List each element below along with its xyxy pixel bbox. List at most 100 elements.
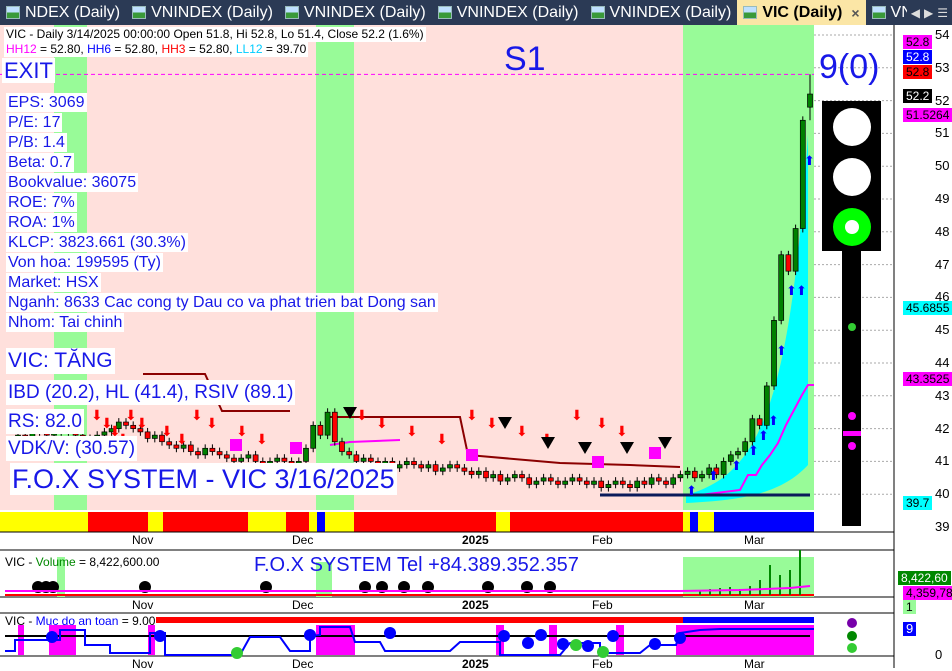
candle-body <box>547 477 554 482</box>
tab-2[interactable]: VNINDEX (Daily) <box>279 0 432 25</box>
candle-body <box>439 467 446 472</box>
date-tick: Nov <box>132 533 154 547</box>
price-tick: 46 <box>935 289 950 305</box>
candle-body <box>591 480 597 485</box>
candle-body <box>555 480 561 485</box>
candle-body <box>504 477 511 482</box>
date-tick: Mar <box>744 657 765 671</box>
safety-title-value: = 9.00 <box>118 614 156 628</box>
signal-band-segment <box>683 512 690 532</box>
down-triangle-icon <box>498 417 512 429</box>
candle-body <box>799 119 806 229</box>
tab-0[interactable]: NDEX (Daily) <box>0 0 126 25</box>
tab-nav[interactable]: ◀ ▶ ☰ <box>906 0 952 25</box>
candle-body <box>245 454 252 459</box>
tab-label: NDEX (Daily) <box>25 3 121 21</box>
signal-band-segment <box>309 512 317 532</box>
price-tag: 52.8 <box>903 50 933 64</box>
price-tag: 43.3525 <box>903 372 952 386</box>
magenta-square-icon <box>649 447 661 459</box>
sell-arrow-icon: ⬇ <box>125 407 137 423</box>
price-tick: 49 <box>935 191 950 206</box>
fundamental-item: ROA: 1% <box>6 213 77 232</box>
candle-body <box>727 454 734 462</box>
candle-body <box>562 480 569 485</box>
tab-5[interactable]: VIC (Daily) × <box>737 0 866 25</box>
price-tag: 51.5264 <box>903 108 952 122</box>
signal-band-segment <box>248 512 286 532</box>
tab-4[interactable]: VNINDEX (Daily) <box>585 0 738 25</box>
rs-label: RS: 82.0 <box>6 409 84 434</box>
bar-icon <box>843 431 861 436</box>
safety-zone <box>316 625 355 655</box>
signal-band-segment <box>148 512 163 532</box>
fundamental-item: Nganh: 8633 Cac cong ty Dau co va phat t… <box>6 293 438 312</box>
signal-band-segment <box>496 512 510 532</box>
candle-body <box>339 441 345 452</box>
price-tag: 52.8 <box>903 65 933 79</box>
safety-axis-zero: 0 <box>935 647 943 662</box>
light-center <box>845 220 859 234</box>
down-triangle-icon <box>658 437 672 449</box>
traffic-light-pole <box>842 251 861 526</box>
candle-body <box>123 421 129 426</box>
signal-band-segment <box>690 512 698 532</box>
tab-3[interactable]: VNINDEX (Daily) <box>432 0 585 25</box>
candle-body <box>432 464 439 472</box>
safety-dot-icon <box>557 638 569 650</box>
chevron-left-icon[interactable]: ◀ <box>910 5 920 20</box>
candle-body <box>763 385 770 426</box>
candle-body <box>367 457 374 462</box>
date-tick: Feb <box>592 533 613 547</box>
sell-arrow-icon: ⬇ <box>91 407 103 423</box>
sell-arrow-icon: ⬇ <box>516 423 528 439</box>
status-dot-icon <box>847 631 857 641</box>
chart-icon <box>132 6 147 19</box>
candle-body <box>742 441 749 452</box>
candle-body <box>346 451 353 456</box>
candle-body <box>223 454 230 459</box>
candle-body <box>792 228 799 272</box>
sell-arrow-icon: ⬇ <box>616 423 628 439</box>
date-tick: 2025 <box>462 598 489 612</box>
candle-body <box>403 461 410 466</box>
price-tick: 39 <box>935 519 950 534</box>
safety-line <box>5 626 814 656</box>
trailing-stop-line <box>699 384 814 496</box>
signal-band-segment <box>0 512 88 532</box>
date-tick: Mar <box>744 598 765 612</box>
candle-body <box>627 484 633 488</box>
fundamental-item: Market: HSX <box>6 273 101 292</box>
volume-title-symbol: VIC - <box>5 555 36 569</box>
safety-dot-green-icon <box>570 639 582 651</box>
menu-icon[interactable]: ☰ <box>937 5 948 20</box>
chart-icon <box>871 6 886 19</box>
candle-body <box>677 474 684 479</box>
candle-body <box>396 464 403 469</box>
candle-body <box>648 477 655 485</box>
sell-arrow-icon: ⬇ <box>176 431 188 447</box>
candle-body <box>353 454 360 462</box>
volume-signal-zone <box>57 557 65 597</box>
date-tick: Dec <box>292 533 314 547</box>
tab-label: VIC (Daily) <box>762 3 843 21</box>
fundamental-item: Von hoa: 199595 (Ty) <box>6 253 163 272</box>
candle-body <box>583 480 590 485</box>
safety-zone <box>549 625 557 655</box>
chart-tab-bar: NDEX (Daily) VNINDEX (Daily) VNINDEX (Dail… <box>0 0 952 25</box>
candle-body <box>151 434 158 439</box>
price-tick: 50 <box>935 158 950 174</box>
sell-arrow-icon: ⬇ <box>136 415 148 431</box>
contact-label: F.O.X SYSTEM Tel +84.389.352.357 <box>254 554 579 576</box>
chart-header-ohlc: VIC - Daily 3/14/2025 00:00:00 Open 51.8… <box>4 27 426 42</box>
tab-1[interactable]: VNINDEX (Daily) <box>126 0 279 25</box>
chevron-right-icon[interactable]: ▶ <box>924 5 934 20</box>
chart-window: ⬇⬇⬇⬇⬇⬇⬇⬇⬇⬇⬇⬇⬇⬇⬇⬇⬇⬇⬇⬇⬇⬇⬇⬆⬆⬆⬆⬆⬆⬆⬆⬆⬆ VIC - … <box>0 25 952 671</box>
vdk-label: VDK/V: (30.57) <box>6 436 138 461</box>
sell-arrow-icon: ⬇ <box>109 423 121 439</box>
close-icon[interactable]: × <box>851 4 860 21</box>
price-tick: 52 <box>935 92 950 108</box>
trend-label: VIC: TĂNG <box>6 348 115 374</box>
safety-tag: 9 <box>903 622 917 636</box>
price-tag: 52.8 <box>903 35 933 49</box>
